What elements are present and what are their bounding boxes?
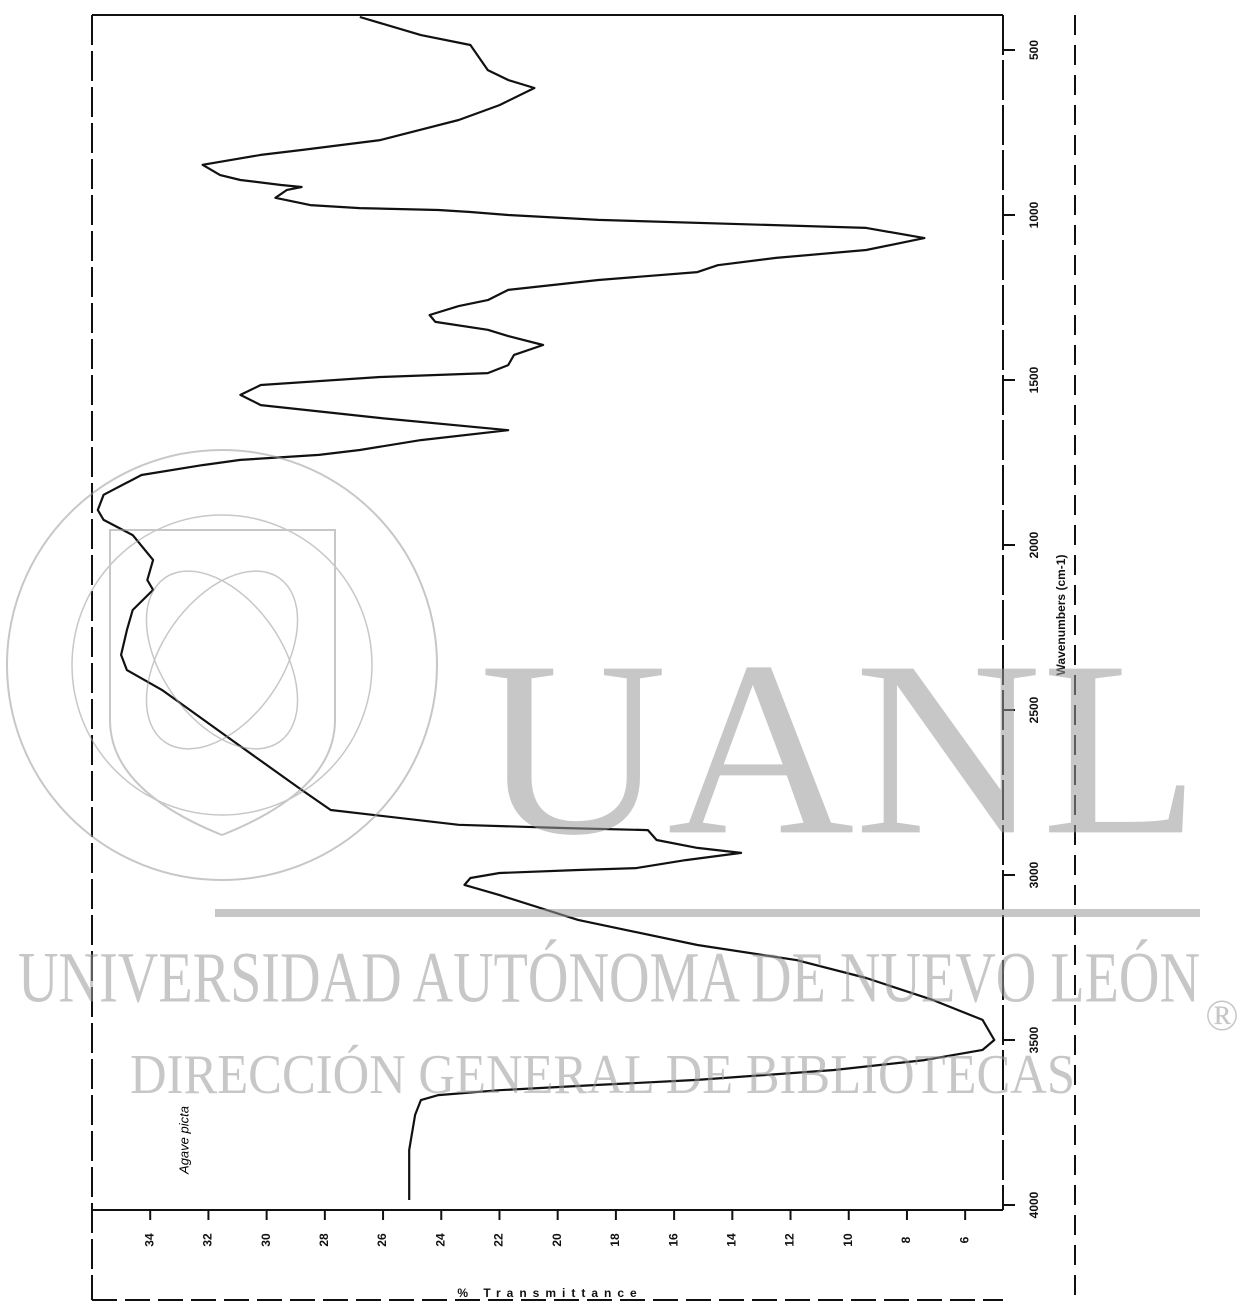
y-tick-label: 18 <box>608 1233 622 1247</box>
watermark-library: DIRECCIÓN GENERAL DE BIBLIOTECAS <box>130 1043 1075 1106</box>
x-tick-label: 1500 <box>1027 366 1041 393</box>
x-tick-label: 2000 <box>1027 531 1041 558</box>
y-tick-label: 8 <box>899 1236 913 1243</box>
y-tick-label: 34 <box>142 1233 156 1247</box>
seal-ring <box>71 514 373 816</box>
y-axis-label: % Transmittance <box>457 1286 642 1300</box>
watermark-mark: ® <box>1205 991 1238 1040</box>
x-axis-label: Wavenumbers (cm-1) <box>1054 555 1068 676</box>
annotation: Agave picta <box>176 1106 191 1175</box>
y-tick-label: 6 <box>957 1236 971 1243</box>
seal-orbit <box>145 570 299 750</box>
spectrum-line <box>96 15 996 1200</box>
y-tick-label: 10 <box>841 1233 855 1247</box>
watermark-logo: UANL <box>480 610 1200 887</box>
y-tick-label: 22 <box>492 1233 506 1247</box>
y-tick-label: 28 <box>317 1233 331 1247</box>
y-tick-label: 26 <box>375 1233 389 1247</box>
y-tick-label: 24 <box>433 1233 447 1247</box>
x-tick-label: 2500 <box>1027 696 1041 723</box>
plot: 500 1000 1500 2000 2500 3000 3500 4000 34 32 30 28 2… <box>96 15 1041 1247</box>
watermark-university: UNIVERSIDAD AUTÓNOMA DE NUEVO LEÓN <box>18 938 1200 1018</box>
seal-shield <box>109 529 336 837</box>
y-tick-label: 16 <box>666 1233 680 1247</box>
seal-ring <box>6 449 438 881</box>
x-tick-label: 500 <box>1027 40 1041 60</box>
watermark: UANL UNIVERSIDAD AUTÓNOMA DE NUEVO LEÓN … <box>6 449 1239 1106</box>
y-tick-label: 30 <box>259 1233 273 1247</box>
y-tick-label: 32 <box>201 1233 215 1247</box>
y-tick-label: 12 <box>783 1233 797 1247</box>
y-tick-label: 20 <box>550 1233 564 1247</box>
x-tick-label: 4000 <box>1027 1191 1041 1218</box>
y-tick-label: 14 <box>724 1233 738 1247</box>
seal-orbit <box>145 570 299 750</box>
x-tick-label: 3500 <box>1027 1026 1041 1053</box>
x-tick-label: 1000 <box>1027 201 1041 228</box>
x-tick-label: 3000 <box>1027 861 1041 888</box>
